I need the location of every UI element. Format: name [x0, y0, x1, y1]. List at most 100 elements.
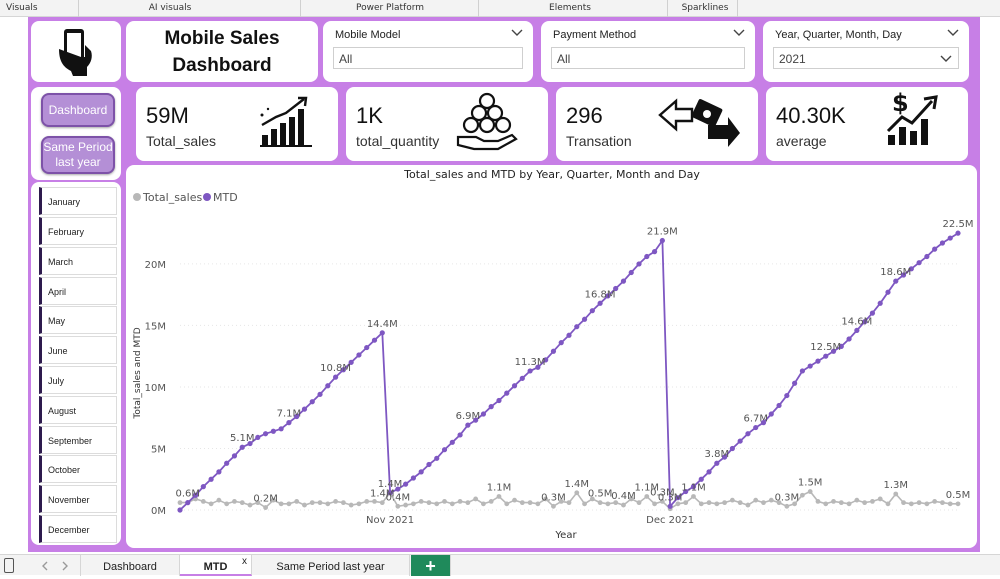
data-point[interactable]: [449, 501, 455, 507]
data-point[interactable]: [745, 502, 751, 508]
same-period-nav-button[interactable]: Same Period last year: [41, 136, 115, 174]
slicer-payment-method[interactable]: Payment Method All: [541, 21, 755, 82]
data-point[interactable]: [224, 460, 230, 466]
data-point[interactable]: [877, 496, 883, 502]
data-point[interactable]: [481, 501, 486, 507]
data-point[interactable]: [441, 447, 448, 453]
data-point[interactable]: [932, 498, 938, 504]
data-point[interactable]: [908, 266, 914, 272]
data-point[interactable]: [940, 500, 945, 506]
data-point[interactable]: [418, 469, 424, 475]
data-point[interactable]: [698, 501, 704, 507]
dashboard-nav-button[interactable]: Dashboard: [41, 93, 115, 127]
data-point[interactable]: [270, 497, 276, 503]
data-point[interactable]: [348, 502, 354, 508]
data-point[interactable]: [294, 498, 300, 504]
data-point[interactable]: [566, 332, 572, 338]
data-point[interactable]: [488, 498, 494, 504]
data-point[interactable]: [566, 500, 572, 506]
data-point[interactable]: [613, 285, 619, 292]
data-point[interactable]: [838, 343, 844, 349]
data-point[interactable]: [706, 500, 712, 506]
data-point[interactable]: [535, 364, 541, 370]
month-item-october[interactable]: October: [39, 455, 117, 483]
data-point[interactable]: [286, 501, 292, 507]
data-point[interactable]: [410, 475, 416, 481]
chevron-down-icon[interactable]: [940, 53, 952, 63]
data-point[interactable]: [690, 484, 697, 490]
data-point[interactable]: [729, 445, 735, 452]
data-point[interactable]: [286, 420, 292, 426]
data-point[interactable]: [465, 500, 471, 506]
data-point[interactable]: [200, 498, 206, 504]
data-point[interactable]: [270, 428, 276, 434]
data-point[interactable]: [885, 501, 891, 507]
data-point[interactable]: [356, 501, 362, 507]
data-point[interactable]: [231, 453, 238, 459]
ribbon-visuals[interactable]: Visuals: [6, 3, 38, 13]
close-tab-icon[interactable]: x: [242, 556, 247, 567]
data-point[interactable]: [924, 501, 930, 507]
data-point[interactable]: [869, 310, 876, 316]
data-point[interactable]: [263, 505, 268, 510]
data-point[interactable]: [426, 500, 432, 506]
month-item-august[interactable]: August: [39, 396, 117, 424]
month-item-september[interactable]: September: [39, 426, 117, 454]
data-point[interactable]: [200, 484, 206, 490]
data-point[interactable]: [722, 454, 728, 460]
data-point[interactable]: [807, 489, 813, 494]
data-point[interactable]: [457, 498, 463, 504]
data-point[interactable]: [333, 374, 339, 380]
data-point[interactable]: [877, 300, 883, 306]
data-point[interactable]: [613, 500, 619, 506]
mtd-line-chart[interactable]: Total_sales and MTD by Year, Quarter, Mo…: [126, 165, 977, 548]
data-point[interactable]: [644, 253, 650, 260]
ribbon-sparklines[interactable]: Sparklines: [681, 3, 729, 13]
data-point[interactable]: [753, 424, 759, 431]
data-point[interactable]: [434, 455, 440, 461]
data-point[interactable]: [605, 293, 611, 299]
data-point[interactable]: [395, 503, 401, 509]
data-point[interactable]: [473, 496, 479, 502]
data-point[interactable]: [403, 502, 409, 508]
data-point[interactable]: [434, 501, 440, 507]
data-point[interactable]: [558, 498, 564, 504]
data-point[interactable]: [628, 496, 634, 502]
data-point[interactable]: [885, 289, 891, 295]
month-item-may[interactable]: May: [39, 306, 117, 334]
data-point[interactable]: [760, 420, 767, 426]
data-point[interactable]: [395, 486, 401, 492]
data-point[interactable]: [683, 488, 689, 495]
data-point[interactable]: [426, 461, 432, 468]
data-point[interactable]: [411, 501, 416, 507]
data-point[interactable]: [597, 300, 603, 306]
month-item-april[interactable]: April: [39, 277, 117, 305]
data-point[interactable]: [480, 411, 487, 417]
data-point[interactable]: [768, 411, 774, 417]
chevron-down-icon[interactable]: [947, 27, 959, 37]
data-point[interactable]: [340, 367, 346, 373]
data-point[interactable]: [846, 501, 852, 507]
data-point[interactable]: [325, 383, 331, 389]
data-point[interactable]: [387, 490, 393, 496]
data-point[interactable]: [893, 491, 899, 497]
data-point[interactable]: [955, 230, 961, 236]
data-point[interactable]: [799, 368, 806, 374]
data-point[interactable]: [745, 431, 751, 437]
data-point[interactable]: [916, 260, 922, 266]
data-point[interactable]: [761, 500, 766, 506]
data-point[interactable]: [551, 503, 556, 509]
data-point[interactable]: [208, 476, 214, 482]
data-point[interactable]: [574, 490, 580, 496]
data-point[interactable]: [916, 500, 922, 506]
data-point[interactable]: [239, 500, 245, 506]
tab-same-period-last-year[interactable]: Same Period last year: [252, 555, 410, 576]
data-point[interactable]: [901, 500, 906, 506]
data-point[interactable]: [706, 469, 712, 475]
data-point[interactable]: [379, 500, 385, 506]
month-item-november[interactable]: November: [39, 485, 117, 513]
data-point[interactable]: [737, 500, 743, 506]
data-point[interactable]: [216, 469, 222, 475]
slicer-date-hierarchy-dropdown[interactable]: 2021: [773, 47, 959, 69]
data-point[interactable]: [776, 500, 782, 506]
